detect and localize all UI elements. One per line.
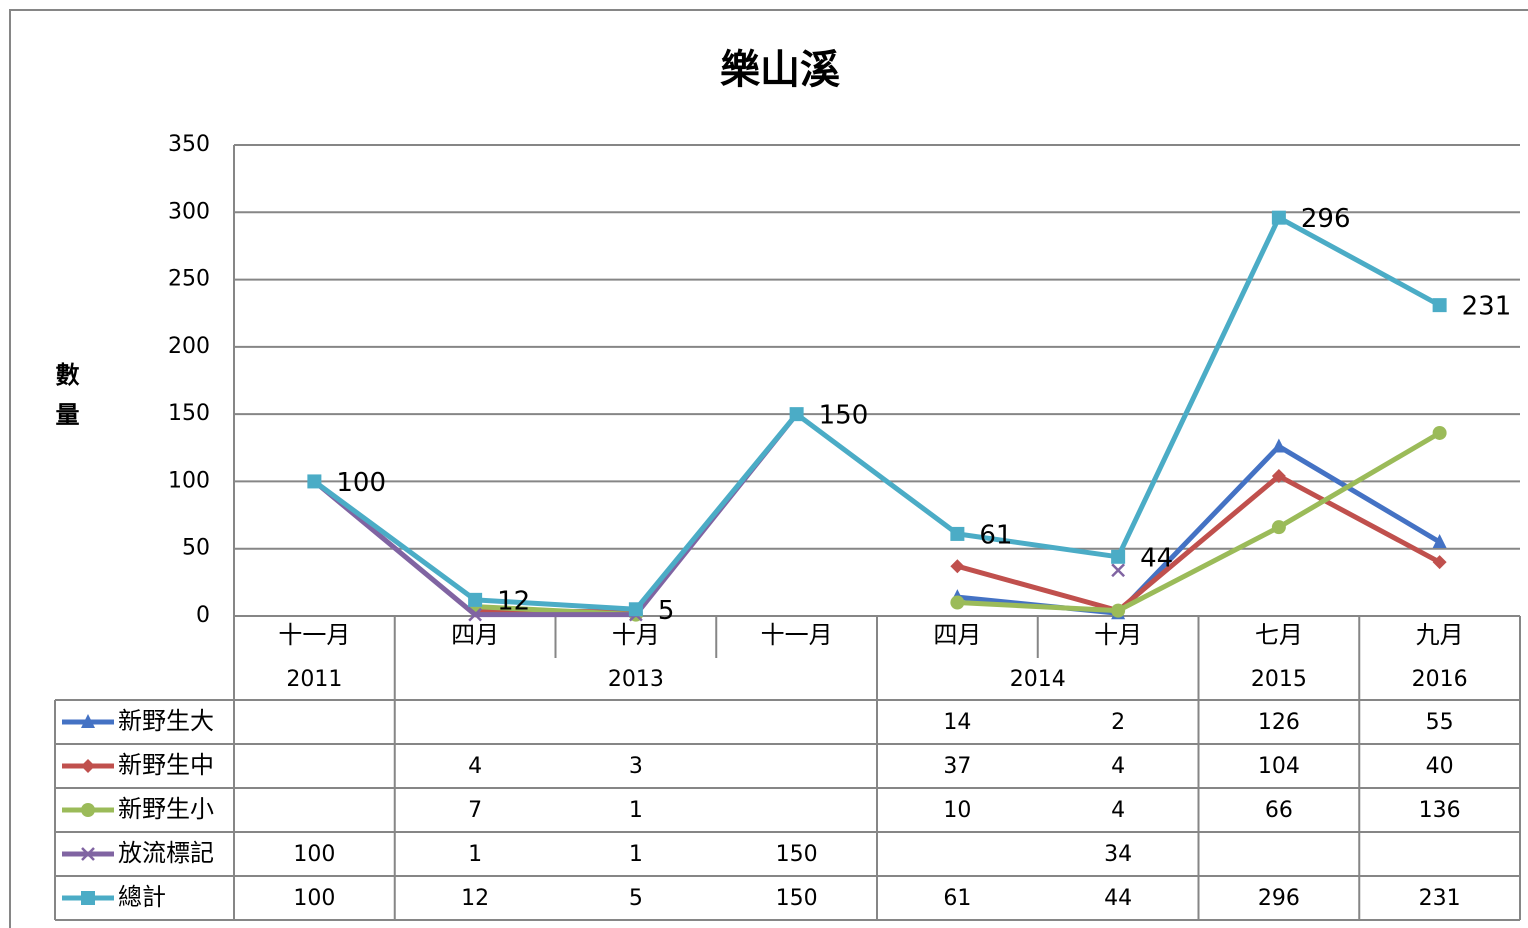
- table-cell: 100: [293, 886, 335, 911]
- table-cell: 44: [1104, 886, 1132, 911]
- x-tick-label: 十一月: [761, 621, 833, 649]
- data-point: [789, 407, 804, 422]
- chart-border: [9, 9, 1528, 928]
- data-point: [950, 595, 965, 610]
- table-cell: 37: [943, 754, 971, 779]
- legend-marker: [81, 714, 95, 728]
- table-cell: 1: [468, 842, 482, 867]
- table-cell: 4: [1111, 798, 1125, 823]
- data-point: [950, 526, 965, 541]
- x-group-label: 2013: [608, 667, 664, 692]
- table-cell: 4: [468, 754, 482, 779]
- data-label: 296: [1301, 204, 1351, 234]
- legend-marker: [81, 803, 95, 817]
- data-label: 150: [819, 401, 869, 431]
- series-line: [957, 430, 1441, 614]
- legend-marker: [81, 891, 95, 905]
- table-cell: 10: [943, 798, 971, 823]
- table-cell: 7: [468, 798, 482, 823]
- legend-label: 放流標記: [118, 839, 214, 867]
- data-label: 61: [979, 520, 1012, 550]
- data-point: [950, 559, 965, 574]
- legend-label: 新野生大: [118, 707, 214, 735]
- x-tick-label: 十月: [1094, 621, 1142, 649]
- data-label: 12: [497, 586, 530, 616]
- table-cell: 296: [1258, 886, 1300, 911]
- data-point: [1432, 533, 1447, 548]
- table-cell: 136: [1419, 798, 1461, 823]
- table-cell: 3: [629, 754, 643, 779]
- x-group-label: 2011: [286, 667, 342, 692]
- data-point: [1432, 555, 1447, 570]
- x-group-label: 2015: [1251, 667, 1307, 692]
- data-point: [1111, 549, 1126, 564]
- series-line: [312, 215, 1441, 612]
- table-cell: 66: [1265, 798, 1293, 823]
- table-cell: 1: [629, 798, 643, 823]
- legend-label: 總計: [118, 883, 166, 911]
- table-cell: 2: [1111, 710, 1125, 735]
- y-tick-label: 300: [168, 199, 210, 224]
- x-tick-label: 四月: [933, 621, 981, 649]
- table-cell: 12: [461, 886, 489, 911]
- data-point: [1271, 210, 1286, 225]
- data-point: [468, 592, 483, 607]
- y-tick-label: 150: [168, 401, 210, 426]
- table-cell: 231: [1419, 886, 1461, 911]
- x-tick-label: 十月: [612, 621, 660, 649]
- table-cell: 55: [1426, 710, 1454, 735]
- table-cell: 1: [629, 842, 643, 867]
- x-tick-label: 四月: [451, 621, 499, 649]
- x-tick-label: 九月: [1416, 621, 1464, 649]
- x-group-label: 2016: [1412, 667, 1468, 692]
- data-point: [1271, 469, 1286, 484]
- data-label: 5: [658, 596, 675, 626]
- legend-label: 新野生中: [118, 751, 214, 779]
- y-tick-label: 0: [196, 603, 210, 628]
- data-point: [1432, 298, 1447, 313]
- legend-marker: [81, 847, 95, 861]
- x-tick-label: 十一月: [278, 621, 350, 649]
- x-tick-label: 七月: [1255, 621, 1303, 649]
- table-cell: 5: [629, 886, 643, 911]
- data-point: [1271, 520, 1286, 535]
- data-point: [1271, 438, 1286, 453]
- data-point: [628, 602, 643, 617]
- table-cell: 40: [1426, 754, 1454, 779]
- table-cell: 126: [1258, 710, 1300, 735]
- x-group-label: 2014: [1010, 667, 1066, 692]
- y-tick-label: 200: [168, 334, 210, 359]
- data-point: [1111, 603, 1126, 618]
- table-cell: 14: [943, 710, 971, 735]
- table-cell: 4: [1111, 754, 1125, 779]
- table-cell: 104: [1258, 754, 1300, 779]
- series-line: [956, 473, 1441, 614]
- table-cell: 61: [943, 886, 971, 911]
- table-cell: 150: [776, 842, 818, 867]
- data-label: 100: [336, 468, 386, 498]
- data-label: 44: [1140, 543, 1173, 573]
- data-point: [468, 607, 483, 622]
- y-tick-label: 50: [182, 536, 210, 561]
- table-cell: 100: [293, 842, 335, 867]
- table-cell: 34: [1104, 842, 1132, 867]
- data-label: 231: [1462, 292, 1512, 322]
- y-tick-label: 350: [168, 132, 210, 157]
- data-point: [307, 474, 322, 489]
- table-cell: 150: [776, 886, 818, 911]
- legend-label: 新野生小: [118, 795, 214, 823]
- chart-title: 樂山溪: [720, 47, 840, 93]
- data-point: [1111, 563, 1126, 578]
- y-tick-label: 250: [168, 267, 210, 292]
- y-tick-label: 100: [168, 468, 210, 493]
- legend-marker: [81, 759, 95, 773]
- data-point: [1432, 425, 1447, 440]
- y-axis-label: 數量: [51, 361, 79, 442]
